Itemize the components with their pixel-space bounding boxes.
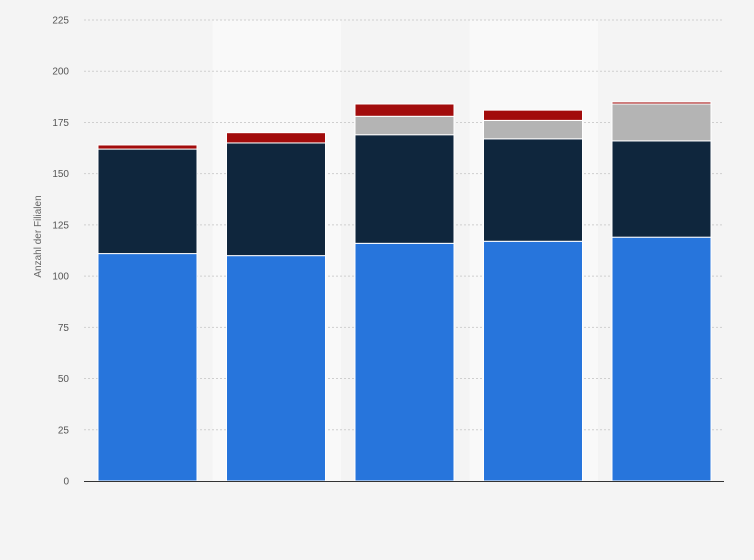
bar-segment [483,109,583,121]
bar-segment [354,242,455,482]
y-tick-label: 150 [52,169,69,180]
bar-segment [611,236,712,482]
y-axis-title: Anzahl der Filialen [33,195,44,277]
y-tick-label: 175 [52,118,69,129]
y-tick-label: 25 [58,425,70,436]
bar-segment [226,132,326,144]
y-tick-label: 225 [52,16,69,27]
bar-segment [97,253,198,482]
bars [97,101,712,482]
bar-segment [97,148,198,255]
bar-segment [354,134,455,244]
bar-segment [483,138,583,242]
bar-segment [354,103,455,117]
bar-segment [226,142,326,257]
y-tick-label: 200 [52,67,69,78]
bar-segment [354,115,455,136]
bar-segment [483,119,583,140]
y-tick-label: 50 [58,374,70,385]
bar-segment [611,103,712,142]
y-tick-label: 0 [63,477,69,488]
y-tick-label: 100 [52,272,69,283]
bar-segment [611,101,712,105]
bar-segment [483,240,583,482]
bar-segment [611,140,712,238]
y-tick-labels: 0 25 50 75 100 125 150 175 200 225 [52,16,69,488]
y-tick-label: 125 [52,220,69,231]
bar-segment [97,144,198,150]
y-tick-label: 75 [58,323,70,334]
bar-segment [226,255,326,482]
